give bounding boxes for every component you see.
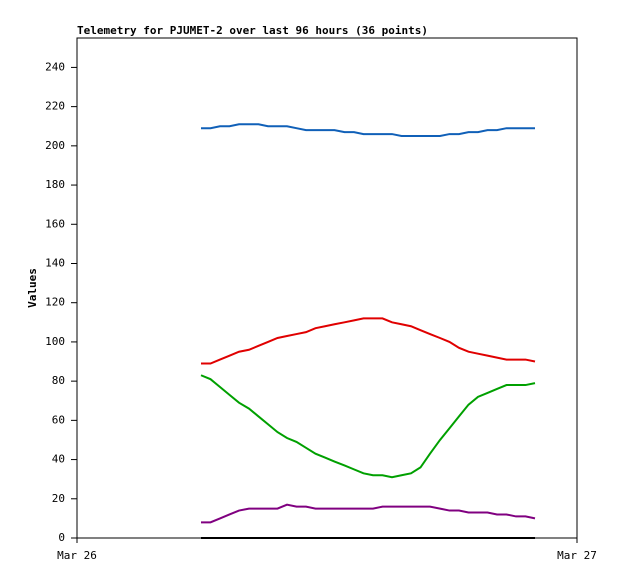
series-line [201, 123, 535, 138]
y-tick-label: 220 [45, 100, 65, 113]
plot-frame [76, 37, 578, 539]
series-line [200, 374, 536, 479]
y-tick-label: 200 [45, 139, 65, 152]
y-tick-label: 240 [45, 60, 65, 73]
y-tick-label: 60 [52, 413, 65, 426]
series-line [201, 503, 536, 524]
series-line [201, 317, 536, 365]
y-tick-label: 80 [52, 374, 65, 387]
y-tick-label: 0 [58, 531, 65, 544]
y-axis-label: Values [26, 268, 39, 308]
y-tick-label: 120 [45, 296, 65, 309]
y-tick-label: 140 [45, 256, 65, 269]
x-tick-label: Mar 26 [57, 549, 97, 562]
chart-title: Telemetry for PJUMET-2 over last 96 hour… [77, 24, 428, 37]
y-tick-label: 160 [45, 217, 65, 230]
y-tick-label: 180 [45, 178, 65, 191]
y-tick-label: 40 [52, 453, 65, 466]
x-tick-label: Mar 27 [557, 549, 597, 562]
y-tick-label: 100 [45, 335, 65, 348]
y-tick-label: 20 [52, 492, 65, 505]
